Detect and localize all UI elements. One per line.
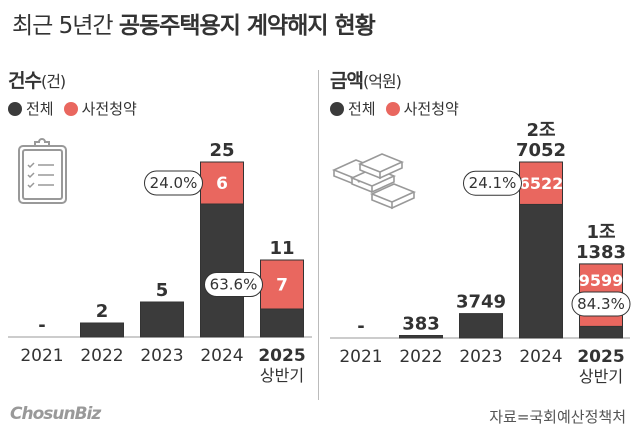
x-tick-label: 2021 bbox=[339, 347, 382, 367]
bar-total bbox=[140, 301, 184, 338]
share-callout-bubble bbox=[204, 272, 263, 297]
total-value-label: 3749 bbox=[456, 292, 506, 313]
share-percent-label: 84.3% bbox=[577, 295, 625, 313]
share-callout-bubble bbox=[463, 170, 522, 196]
total-value-label: - bbox=[38, 315, 45, 336]
x-tick-sublabel: 상반기 bbox=[579, 367, 623, 386]
title-light: 최근 5년간 bbox=[12, 13, 119, 39]
legend-total-swatch bbox=[330, 101, 344, 116]
total-value-label: 1조 bbox=[586, 222, 615, 243]
left-legend: 전체 사전청약 bbox=[8, 98, 137, 119]
x-tick-label: 2021 bbox=[20, 346, 63, 366]
x-tick-label: 2025 bbox=[258, 346, 305, 366]
x-tick-sublabel: 상반기 bbox=[260, 366, 304, 385]
x-tick-label: 2023 bbox=[459, 347, 502, 367]
legend-total-label: 전체 bbox=[348, 100, 376, 118]
bar-presale bbox=[200, 161, 244, 205]
legend-presale-label: 사전청약 bbox=[403, 100, 459, 118]
right-chart-title: 금액(억원) bbox=[330, 66, 402, 93]
bar-presale bbox=[519, 161, 563, 205]
legend-total-label: 전체 bbox=[26, 100, 54, 118]
source-note: 자료=국회예산정책처 bbox=[489, 408, 626, 426]
legend-presale-swatch bbox=[385, 101, 400, 116]
share-callout-bubble bbox=[571, 291, 631, 317]
total-value-label: 11 bbox=[269, 238, 294, 259]
total-value-label: - bbox=[357, 316, 364, 337]
bar-total bbox=[459, 313, 503, 339]
legend-presale-swatch bbox=[63, 101, 78, 116]
legend-total-swatch bbox=[8, 101, 22, 116]
share-percent-label: 63.6% bbox=[210, 276, 258, 294]
total-value-label: 25 bbox=[209, 140, 234, 161]
panel-divider bbox=[318, 70, 319, 400]
x-tick-label: 2024 bbox=[200, 346, 243, 366]
title-bold: 공동주택용지 계약해지 현황 bbox=[118, 13, 376, 39]
clipboard-checklist-icon bbox=[18, 138, 67, 204]
presale-value-label: 6522 bbox=[519, 174, 564, 193]
presale-value-label: 9599 bbox=[579, 271, 624, 290]
share-percent-label: 24.0% bbox=[150, 174, 198, 192]
x-tick-label: 2022 bbox=[399, 347, 442, 367]
left-title-text: 건수 bbox=[8, 70, 42, 92]
x-tick-label: 2024 bbox=[519, 347, 562, 367]
right-unit: (억원) bbox=[362, 72, 402, 91]
x-tick-label: 2022 bbox=[80, 346, 123, 366]
right-legend: 전체 사전청약 bbox=[330, 98, 459, 119]
left-chart-title: 건수(건) bbox=[8, 66, 66, 93]
bar-total bbox=[399, 335, 443, 339]
page-title: 최근 5년간 공동주택용지 계약해지 현황 bbox=[12, 6, 376, 40]
x-tick-label: 2025 bbox=[577, 347, 624, 367]
gold-bars-icon bbox=[331, 153, 417, 210]
bar-total bbox=[80, 322, 124, 338]
total-value-label: 2조 bbox=[526, 120, 555, 141]
x-tick-label: 2023 bbox=[140, 346, 183, 366]
right-title-text: 금액 bbox=[330, 70, 364, 92]
presale-value-label: 7 bbox=[276, 276, 288, 296]
total-value-label: 5 bbox=[156, 280, 169, 301]
share-callout-bubble bbox=[144, 170, 203, 196]
total-value-label: 7052 bbox=[516, 140, 566, 161]
total-value-label: 2 bbox=[96, 301, 109, 322]
chosunbiz-logo: ChosunBiz bbox=[10, 404, 101, 424]
bar-presale bbox=[260, 259, 304, 310]
legend-presale-label: 사전청약 bbox=[81, 100, 137, 118]
total-value-label: 383 bbox=[402, 314, 440, 335]
presale-value-label: 6 bbox=[216, 174, 228, 194]
left-unit: (건) bbox=[40, 72, 66, 91]
share-percent-label: 24.1% bbox=[469, 174, 517, 192]
total-value-label: 1383 bbox=[576, 242, 626, 263]
